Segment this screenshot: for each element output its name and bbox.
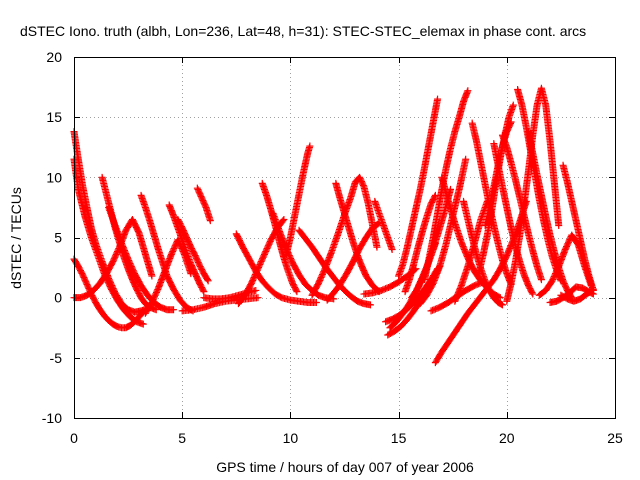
data-point <box>279 217 287 225</box>
chart-points <box>70 84 597 367</box>
data-point <box>366 301 374 309</box>
data-point <box>496 294 504 302</box>
y-axis-label: dSTEC / TECUs <box>8 187 24 289</box>
x-tick-label: 25 <box>607 430 623 446</box>
data-point <box>252 286 260 294</box>
data-point <box>373 243 381 251</box>
data-point <box>498 301 506 309</box>
y-tick-label: 10 <box>46 169 62 185</box>
data-point <box>200 288 208 296</box>
y-tick-label: 5 <box>54 230 62 246</box>
data-point <box>206 217 214 225</box>
data-point <box>204 277 212 285</box>
data-point <box>293 288 301 296</box>
data-point <box>555 221 563 229</box>
data-point <box>434 95 442 103</box>
y-tick-label: 20 <box>46 49 62 65</box>
data-point <box>139 320 147 328</box>
chart-ticks: 0 5 10 15 20 25 -10 -5 0 5 10 15 20 <box>42 49 623 446</box>
data-point <box>312 298 320 306</box>
data-point <box>292 286 300 294</box>
x-tick-label: 10 <box>283 430 299 446</box>
data-point <box>148 272 156 280</box>
y-tick-label: -5 <box>50 350 63 366</box>
data-point <box>280 215 288 223</box>
x-tick-label: 20 <box>499 430 515 446</box>
x-tick-label: 0 <box>70 430 78 446</box>
data-point <box>462 155 470 163</box>
y-tick-label: 15 <box>46 109 62 125</box>
y-tick-label: 0 <box>54 290 62 306</box>
x-axis-label: GPS time / hours of day 007 of year 2006 <box>216 459 474 475</box>
data-point <box>203 276 211 284</box>
data-point <box>464 87 472 95</box>
data-point <box>388 246 396 254</box>
data-point <box>254 294 262 302</box>
data-point <box>431 193 439 201</box>
x-tick-label: 15 <box>391 430 407 446</box>
x-tick-label: 5 <box>178 430 186 446</box>
data-point <box>199 286 207 294</box>
data-point <box>170 306 178 314</box>
data-point <box>306 142 314 150</box>
chart-title: dSTEC Iono. truth (albh, Lon=236, Lat=48… <box>20 23 586 39</box>
y-tick-label: -10 <box>42 410 62 426</box>
data-point <box>497 300 505 308</box>
